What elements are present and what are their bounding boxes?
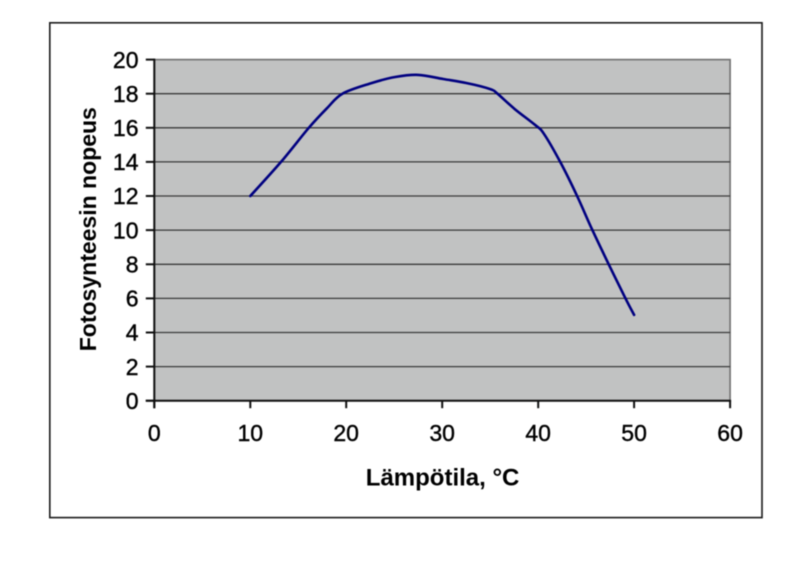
svg-text:50: 50 [621,420,647,446]
svg-text:60: 60 [717,420,743,446]
svg-text:12: 12 [113,183,139,209]
svg-text:20: 20 [333,420,359,446]
svg-text:Fotosynteesin nopeus: Fotosynteesin nopeus [75,107,101,351]
svg-text:20: 20 [113,47,139,73]
svg-text:14: 14 [113,149,139,175]
svg-text:16: 16 [113,115,139,141]
svg-text:10: 10 [238,420,264,446]
svg-text:30: 30 [429,420,455,446]
svg-text:Lämpötila, °C: Lämpötila, °C [366,465,520,492]
svg-text:6: 6 [126,286,139,312]
svg-text:0: 0 [126,388,139,414]
svg-text:40: 40 [525,420,551,446]
svg-text:8: 8 [126,252,139,278]
svg-text:2: 2 [126,354,139,380]
svg-text:4: 4 [126,320,139,346]
svg-text:0: 0 [148,420,161,446]
svg-text:10: 10 [113,217,139,243]
svg-text:18: 18 [113,81,139,107]
